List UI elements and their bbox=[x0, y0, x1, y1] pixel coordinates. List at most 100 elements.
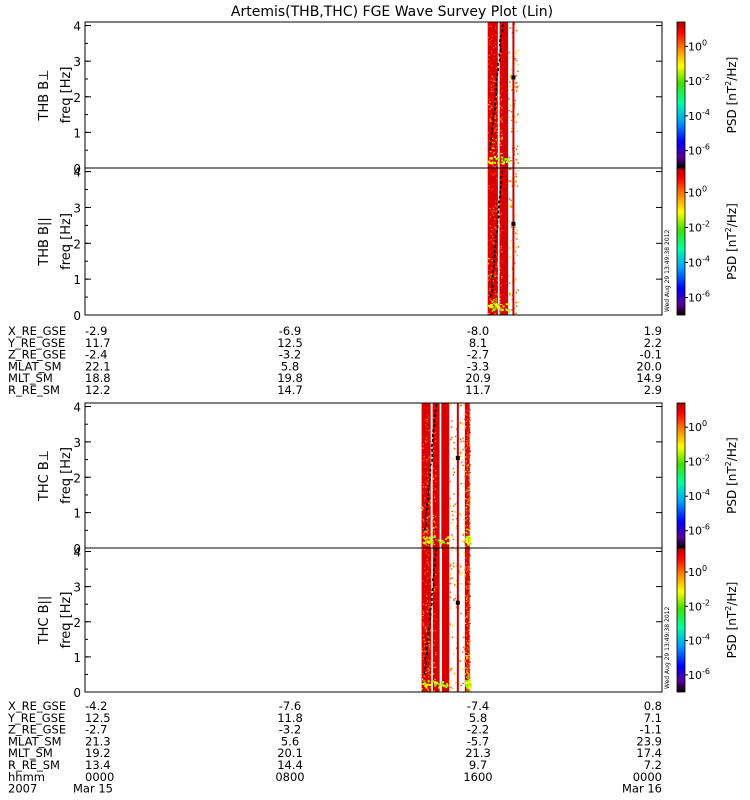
psd-speckle bbox=[433, 662, 435, 664]
psd-speckle bbox=[468, 529, 470, 532]
psd-speckle bbox=[469, 639, 471, 641]
psd-speckle bbox=[463, 552, 465, 554]
psd-speckle bbox=[514, 181, 516, 184]
psd-speckle bbox=[494, 168, 496, 170]
psd-speckle bbox=[508, 168, 511, 170]
psd-speckle bbox=[422, 580, 424, 582]
psd-speckle bbox=[429, 641, 431, 643]
psd-speckle bbox=[465, 662, 468, 664]
psd-speckle bbox=[496, 122, 498, 124]
psd-speckle bbox=[487, 63, 489, 65]
orbit-value: 5.8 bbox=[469, 711, 487, 725]
psd-speckle bbox=[499, 232, 502, 234]
psd-speckle bbox=[427, 636, 430, 639]
psd-speckle bbox=[427, 561, 429, 563]
psd-speckle bbox=[469, 682, 472, 685]
psd-speckle bbox=[427, 427, 430, 429]
psd-speckle bbox=[450, 521, 453, 524]
psd-speckle bbox=[492, 121, 494, 123]
psd-speckle bbox=[511, 298, 514, 301]
psd-speckle bbox=[469, 509, 471, 511]
orbit-value: -1.1 bbox=[640, 723, 662, 737]
psd-speckle bbox=[514, 307, 516, 310]
psd-speckle bbox=[468, 538, 471, 541]
psd-speckle bbox=[434, 477, 436, 479]
psd-speckle bbox=[490, 85, 493, 87]
probe-label: THB B|| bbox=[37, 217, 52, 266]
psd-speckle bbox=[424, 497, 426, 499]
psd-speckle bbox=[429, 413, 431, 415]
psd-speckle bbox=[468, 553, 470, 555]
psd-speckle bbox=[515, 312, 517, 315]
psd-speckle bbox=[493, 298, 495, 301]
psd-speckle bbox=[515, 159, 518, 161]
psd-speckle bbox=[463, 440, 465, 443]
psd-speckle bbox=[428, 622, 430, 625]
psd-speckle bbox=[425, 552, 427, 555]
psd-speckle bbox=[427, 532, 429, 535]
psd-speckle bbox=[492, 52, 494, 54]
psd-speckle bbox=[489, 140, 491, 142]
psd-speckle bbox=[467, 579, 470, 581]
psd-speckle bbox=[427, 668, 429, 670]
psd-speckle bbox=[515, 305, 518, 307]
psd-speckle bbox=[492, 294, 495, 297]
frequency-trace bbox=[489, 167, 503, 298]
psd-speckle bbox=[467, 690, 469, 692]
psd-speckle bbox=[429, 491, 431, 493]
psd-speckle bbox=[469, 450, 471, 452]
y-tick-label: 2 bbox=[73, 91, 81, 105]
psd-speckle bbox=[491, 212, 494, 214]
psd-speckle bbox=[422, 443, 425, 445]
orbit-value: -4.2 bbox=[85, 699, 107, 713]
psd-speckle bbox=[466, 408, 468, 410]
psd-speckle bbox=[467, 683, 470, 686]
orbit-row-label: Y_RE_GSE bbox=[7, 711, 65, 725]
psd-speckle bbox=[465, 409, 467, 412]
psd-speckle bbox=[499, 282, 501, 284]
data-gap-stripe bbox=[439, 548, 443, 692]
orbit-row-label: MLT_SM bbox=[8, 371, 53, 385]
psd-speckle bbox=[508, 198, 511, 200]
psd-speckle bbox=[432, 412, 434, 414]
psd-speckle bbox=[450, 426, 453, 428]
psd-speckle bbox=[501, 276, 503, 278]
psd-speckle bbox=[489, 162, 492, 165]
psd-speckle bbox=[490, 172, 492, 174]
psd-speckle bbox=[495, 110, 498, 112]
psd-speckle bbox=[496, 307, 499, 310]
psd-speckle bbox=[429, 467, 431, 469]
psd-speckle bbox=[433, 475, 435, 477]
psd-speckle bbox=[468, 628, 470, 631]
psd-speckle bbox=[439, 542, 442, 545]
psd-speckle bbox=[466, 648, 469, 651]
psd-speckle bbox=[515, 148, 518, 151]
psd-speckle bbox=[488, 240, 490, 242]
psd-speckle bbox=[465, 494, 467, 496]
psd-speckle bbox=[429, 576, 431, 578]
psd-speckle bbox=[423, 531, 425, 533]
psd-speckle bbox=[465, 617, 467, 619]
orbit-value: 7.2 bbox=[644, 758, 662, 772]
psd-speckle bbox=[495, 147, 498, 149]
psd-speckle bbox=[468, 594, 470, 596]
psd-speckle bbox=[454, 597, 457, 600]
psd-speckle bbox=[422, 541, 425, 544]
psd-speckle bbox=[489, 273, 491, 276]
psd-speckle bbox=[434, 576, 436, 578]
psd-speckle bbox=[426, 441, 428, 443]
psd-speckle bbox=[514, 250, 517, 253]
psd-speckle bbox=[467, 569, 469, 571]
psd-speckle bbox=[510, 199, 512, 202]
psd-speckle bbox=[428, 643, 430, 646]
psd-speckle bbox=[487, 258, 490, 260]
psd-speckle bbox=[466, 479, 468, 481]
psd-speckle bbox=[468, 688, 470, 690]
psd-speckle bbox=[467, 432, 469, 434]
psd-speckle bbox=[422, 506, 424, 508]
psd-speckle bbox=[468, 458, 470, 460]
psd-speckle bbox=[463, 541, 466, 544]
psd-speckle bbox=[451, 549, 453, 552]
psd-speckle bbox=[499, 312, 501, 314]
